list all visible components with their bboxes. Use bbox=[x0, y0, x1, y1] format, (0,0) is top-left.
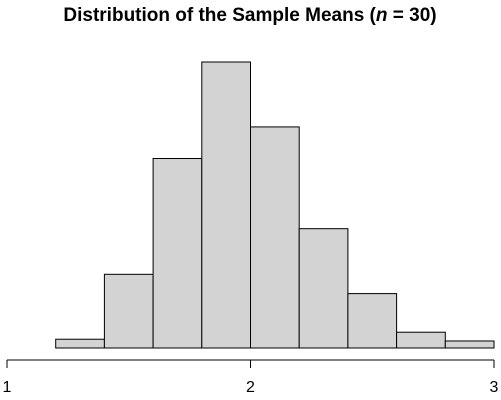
histogram-bar-5 bbox=[250, 126, 300, 349]
x-axis: 1 2 3 bbox=[3, 359, 499, 396]
histogram-bar-9 bbox=[444, 340, 495, 349]
histogram-bar-4 bbox=[201, 61, 252, 349]
histogram-bar-3 bbox=[152, 158, 203, 349]
x-tick-label: 2 bbox=[246, 379, 255, 396]
chart-title: Distribution of the Sample Means (n = 30… bbox=[63, 5, 436, 26]
x-tick-label: 3 bbox=[490, 379, 499, 396]
histogram-bar-1 bbox=[55, 338, 105, 349]
histogram-bar-6 bbox=[298, 228, 349, 349]
histogram-bar-8 bbox=[396, 331, 446, 349]
histogram-bar-7 bbox=[347, 293, 398, 349]
histogram-bars bbox=[55, 61, 495, 349]
histogram-bar-2 bbox=[103, 273, 154, 349]
x-tick-label: 1 bbox=[3, 379, 12, 396]
